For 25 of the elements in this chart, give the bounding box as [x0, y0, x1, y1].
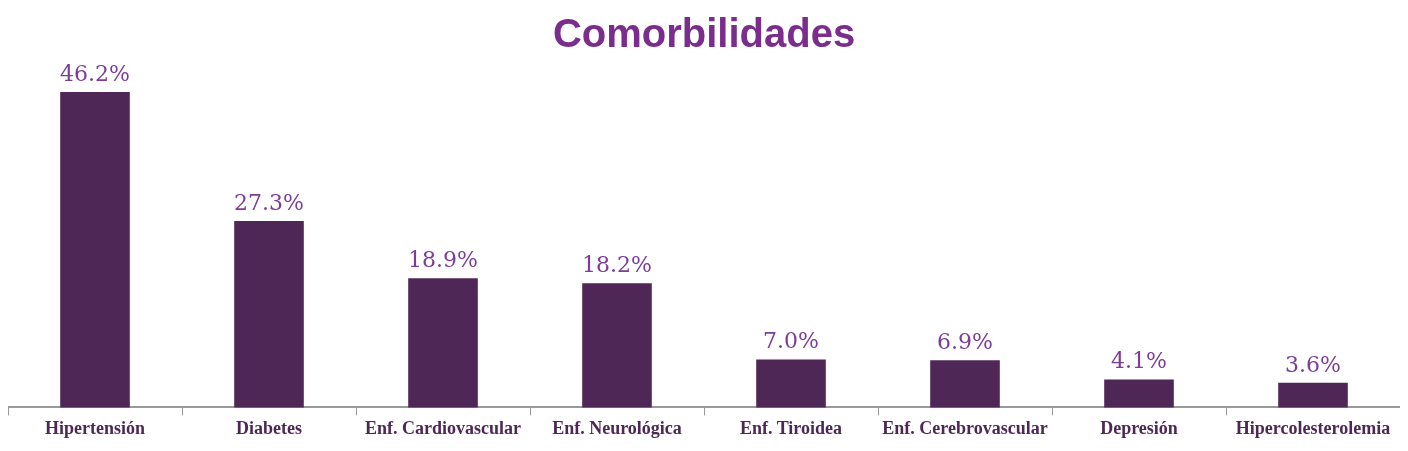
x-tick-label: Enf. Tiroidea — [739, 417, 843, 438]
bar — [756, 359, 826, 408]
data-label: 3.6% — [1285, 351, 1341, 377]
x-tick-label: Enf. Cardiovascular — [364, 417, 522, 438]
x-tick-label: Hipertensión — [44, 417, 146, 438]
x-tick-label: Enf. Cerebrovascular — [882, 417, 1048, 438]
data-label: 6.9% — [937, 329, 993, 355]
data-label: 7.0% — [763, 328, 819, 354]
data-label: 18.2% — [582, 251, 652, 277]
bar — [408, 278, 478, 408]
bar — [930, 360, 1000, 408]
chart-title: Comorbilidades — [552, 11, 856, 56]
data-label: 18.9% — [408, 247, 478, 273]
x-tick-label: Diabetes — [236, 417, 302, 438]
bar — [60, 91, 130, 408]
data-label: 4.1% — [1111, 348, 1167, 374]
data-label: 46.2% — [60, 60, 130, 86]
bar — [1278, 382, 1348, 408]
bar — [234, 221, 304, 408]
bar — [1104, 379, 1174, 408]
data-label: 27.3% — [234, 189, 304, 215]
x-tick-label: Depresión — [1100, 417, 1178, 438]
bar — [582, 283, 652, 408]
x-tick-label: Enf. Neurológica — [552, 417, 682, 438]
x-tick-label: Hipercolesterolemia — [1235, 417, 1391, 438]
